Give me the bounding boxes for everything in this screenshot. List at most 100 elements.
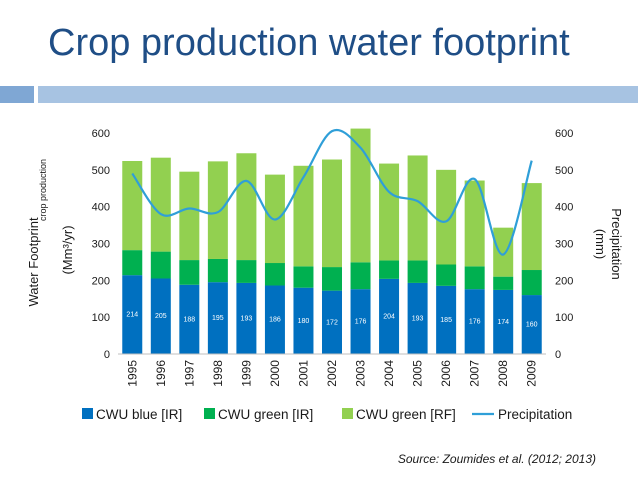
bar-data-label: 193 bbox=[412, 315, 424, 322]
x-tick-label: 2007 bbox=[468, 360, 482, 387]
x-tick-label: 2000 bbox=[268, 360, 282, 387]
bar-data-label: 195 bbox=[212, 315, 224, 322]
x-tick-label: 2005 bbox=[411, 360, 425, 387]
bar-cwu-blue-ir bbox=[264, 285, 285, 354]
bar-cwu-green-ir bbox=[150, 251, 171, 279]
x-tick-label: 1996 bbox=[154, 360, 168, 387]
bar-data-label: 176 bbox=[469, 319, 481, 326]
y-left-tick-label: 200 bbox=[92, 275, 110, 287]
bar-cwu-green-rf bbox=[322, 159, 342, 268]
bar-cwu-blue-ir bbox=[150, 278, 171, 354]
bar-cwu-green-ir bbox=[521, 270, 542, 296]
bar-data-label: 205 bbox=[155, 313, 167, 320]
y-right-tick-label: 400 bbox=[555, 202, 573, 214]
legend-swatch bbox=[82, 408, 93, 419]
bar-data-label: 214 bbox=[126, 312, 138, 319]
bar-cwu-green-rf bbox=[379, 163, 400, 261]
bar-data-label: 188 bbox=[183, 316, 195, 323]
bar-data-label: 185 bbox=[440, 317, 452, 324]
legend-label: Precipitation bbox=[498, 407, 572, 422]
title-band-right bbox=[38, 86, 638, 103]
legend-swatch bbox=[204, 408, 215, 419]
x-tick-label: 2008 bbox=[496, 360, 510, 387]
bar-cwu-blue-ir bbox=[379, 278, 400, 354]
bar-cwu-blue-ir bbox=[464, 289, 485, 354]
y-right-tick-label: 600 bbox=[555, 128, 573, 140]
bar-data-label: 172 bbox=[326, 319, 338, 326]
legend-label: CWU blue [IR] bbox=[96, 407, 182, 422]
y-right-tick-label: 0 bbox=[555, 349, 561, 361]
bar-data-label: 174 bbox=[497, 319, 509, 326]
bar-data-label: 180 bbox=[298, 318, 310, 325]
bar-data-label: 204 bbox=[383, 313, 395, 320]
bar-cwu-blue-ir bbox=[179, 284, 200, 354]
bar-cwu-blue-ir bbox=[122, 275, 143, 354]
bar-cwu-green-ir bbox=[407, 260, 428, 283]
bar-cwu-green-rf bbox=[436, 169, 457, 265]
precipitation-line bbox=[131, 128, 533, 256]
y-right-axis-title-main: Precipitation bbox=[609, 208, 624, 280]
bar-cwu-green-rf bbox=[179, 171, 200, 261]
y-left-tick-label: 100 bbox=[92, 312, 110, 324]
bar-cwu-green-ir bbox=[122, 250, 143, 276]
bar-cwu-blue-ir bbox=[322, 290, 342, 354]
bar-cwu-green-ir bbox=[436, 264, 457, 286]
y-left-tick-label: 600 bbox=[92, 128, 110, 140]
x-tick-label: 2003 bbox=[354, 360, 368, 387]
bar-cwu-blue-ir bbox=[521, 295, 542, 354]
y-left-tick-label: 400 bbox=[92, 202, 110, 214]
legend-swatch bbox=[342, 408, 353, 419]
x-tick-label: 1997 bbox=[182, 360, 196, 387]
bar-cwu-blue-ir bbox=[236, 282, 257, 354]
bar-cwu-blue-ir bbox=[350, 289, 371, 354]
x-tick-label: 2006 bbox=[439, 360, 453, 387]
bar-data-label: 186 bbox=[269, 317, 281, 324]
bar-cwu-blue-ir bbox=[493, 289, 514, 354]
y-right-tick-label: 300 bbox=[555, 239, 573, 251]
y-left-axis-title-sub: crop production bbox=[38, 159, 48, 221]
x-tick-label: 2001 bbox=[296, 360, 310, 387]
bar-cwu-green-rf bbox=[293, 165, 314, 267]
y-right-tick-label: 200 bbox=[555, 275, 573, 287]
bar-cwu-green-rf bbox=[464, 180, 485, 267]
x-tick-label: 1998 bbox=[211, 360, 225, 387]
x-tick-label: 1995 bbox=[125, 360, 139, 387]
bar-cwu-green-rf bbox=[236, 153, 257, 261]
bar-data-label: 193 bbox=[241, 315, 253, 322]
bar-cwu-green-ir bbox=[350, 262, 371, 290]
y-left-tick-label: 500 bbox=[92, 165, 110, 177]
y-right-axis-title-unit: (mm) bbox=[593, 229, 608, 259]
y-left-axis-title-unit: (Mm³/yr) bbox=[60, 225, 75, 274]
bar-cwu-green-ir bbox=[322, 267, 342, 291]
bar-cwu-green-ir bbox=[179, 260, 200, 285]
bar-cwu-green-rf bbox=[207, 161, 228, 259]
bar-cwu-green-ir bbox=[207, 258, 228, 283]
bar-data-label: 176 bbox=[355, 319, 367, 326]
bar-cwu-green-ir bbox=[464, 266, 485, 290]
y-right-tick-label: 500 bbox=[555, 165, 573, 177]
title-band-left bbox=[0, 86, 34, 103]
bar-cwu-green-ir bbox=[293, 266, 314, 288]
bar-cwu-blue-ir bbox=[293, 287, 314, 354]
bar-cwu-green-ir bbox=[379, 260, 400, 279]
y-left-tick-label: 0 bbox=[104, 349, 110, 361]
x-tick-label: 2009 bbox=[525, 360, 539, 387]
bar-cwu-blue-ir bbox=[436, 285, 457, 354]
x-tick-label: 1999 bbox=[239, 360, 253, 387]
bar-cwu-green-rf bbox=[493, 227, 514, 277]
bar-cwu-green-ir bbox=[264, 263, 285, 286]
y-right-tick-label: 100 bbox=[555, 312, 573, 324]
bar-cwu-green-rf bbox=[407, 155, 428, 261]
source-citation: Source: Zoumides et al. (2012; 2013) bbox=[397, 452, 596, 466]
legend-label: CWU green [RF] bbox=[356, 407, 456, 422]
bar-cwu-green-rf bbox=[521, 183, 542, 271]
bar-cwu-green-rf bbox=[350, 128, 371, 263]
x-tick-label: 2002 bbox=[325, 360, 339, 387]
bar-cwu-blue-ir bbox=[407, 282, 428, 354]
y-left-tick-label: 300 bbox=[92, 239, 110, 251]
slide-title: Crop production water footprint bbox=[48, 22, 570, 64]
y-left-axis-title-main: Water Footprint bbox=[26, 217, 41, 306]
bar-cwu-green-rf bbox=[150, 157, 171, 252]
x-tick-label: 2004 bbox=[382, 360, 396, 387]
